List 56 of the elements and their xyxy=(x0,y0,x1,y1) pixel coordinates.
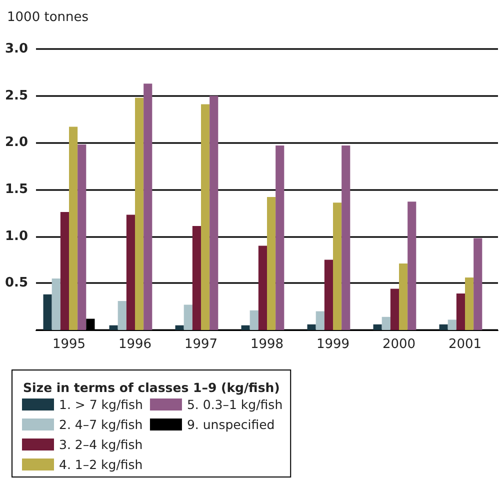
bar xyxy=(78,144,86,330)
x-tick-label: 2001 xyxy=(448,337,482,352)
y-tick-label: 2.5 xyxy=(4,88,28,104)
bar xyxy=(258,246,267,330)
bar xyxy=(52,278,60,330)
bar xyxy=(324,260,333,330)
y-tick-label: 0.5 xyxy=(4,276,28,291)
bar xyxy=(373,324,382,330)
legend-label: 1. > 7 kg/fish xyxy=(59,397,143,412)
y-tick-label: 3.0 xyxy=(4,42,28,56)
bar xyxy=(135,98,144,330)
bar xyxy=(267,196,276,330)
bar xyxy=(474,238,482,330)
y-tick-label: 2.0 xyxy=(4,135,28,150)
x-tick-label: 1998 xyxy=(250,337,284,352)
bar xyxy=(399,263,408,330)
x-tick-label: 1995 xyxy=(52,337,86,352)
bar xyxy=(118,300,126,330)
bar xyxy=(69,126,78,330)
y-tick-label: 1.5 xyxy=(4,182,28,197)
bar xyxy=(333,202,342,330)
bar xyxy=(307,324,316,330)
bar xyxy=(126,214,135,330)
legend-label: 9. unspecified xyxy=(186,417,275,432)
bar xyxy=(408,202,416,330)
bar xyxy=(250,310,258,330)
bar xyxy=(342,145,350,330)
x-tick-label: 1997 xyxy=(184,337,218,352)
bar xyxy=(448,320,456,330)
y-tick-label: 1.0 xyxy=(4,228,28,244)
bar xyxy=(456,293,465,330)
bar xyxy=(175,325,184,330)
x-tick-label: 2000 xyxy=(382,337,416,352)
y-axis-title: 1000 tonnes xyxy=(7,10,89,25)
bar xyxy=(382,316,390,330)
bar xyxy=(184,304,192,330)
bar xyxy=(439,324,448,330)
legend-label: 4. 1–2 kg/fish xyxy=(59,457,143,472)
bar xyxy=(109,325,118,330)
bar xyxy=(201,104,210,330)
x-tick-label: 1999 xyxy=(316,337,350,352)
bar xyxy=(390,288,399,330)
legend-label: 3. 2–4 kg/fish xyxy=(59,437,143,452)
legend-label: 2. 4–7 kg/fish xyxy=(59,417,143,432)
bar xyxy=(316,311,324,330)
legend-label: 5. 0.3–1 kg/fish xyxy=(186,397,283,412)
bar xyxy=(210,96,218,330)
bar xyxy=(60,212,69,330)
bar xyxy=(43,294,52,330)
bar xyxy=(465,278,474,330)
bar xyxy=(192,226,201,330)
legend-title: Size in terms of classes 1–9 (kg/fish) xyxy=(23,380,280,395)
bar xyxy=(276,145,284,330)
bar xyxy=(241,325,250,330)
x-tick-label: 1996 xyxy=(118,337,152,352)
bar xyxy=(144,84,152,330)
